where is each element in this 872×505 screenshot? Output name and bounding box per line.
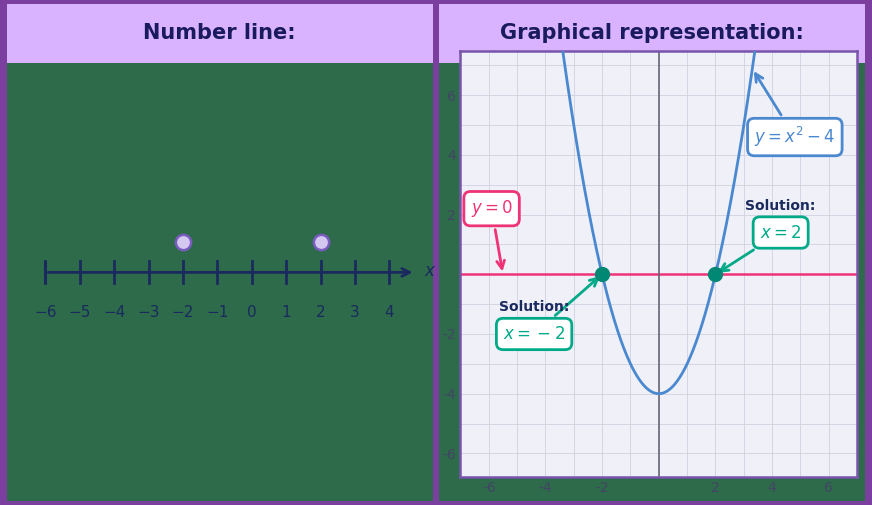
Text: x: x xyxy=(424,262,434,280)
Text: 0: 0 xyxy=(247,305,256,320)
FancyBboxPatch shape xyxy=(7,63,433,501)
Text: $x = -2$: $x = -2$ xyxy=(503,278,597,343)
Text: −4: −4 xyxy=(103,305,126,320)
Text: −2: −2 xyxy=(172,305,194,320)
FancyBboxPatch shape xyxy=(7,4,433,63)
Text: $y = x^2 - 4$: $y = x^2 - 4$ xyxy=(754,74,835,149)
Text: 4: 4 xyxy=(385,305,394,320)
FancyBboxPatch shape xyxy=(439,63,865,501)
Text: Graphical representation:: Graphical representation: xyxy=(500,23,804,43)
Text: −1: −1 xyxy=(206,305,228,320)
FancyBboxPatch shape xyxy=(439,4,865,63)
Text: 2: 2 xyxy=(316,305,325,320)
Text: 3: 3 xyxy=(350,305,360,320)
Text: Solution:: Solution: xyxy=(746,198,816,213)
Text: −5: −5 xyxy=(69,305,91,320)
Text: −6: −6 xyxy=(34,305,57,320)
Text: −3: −3 xyxy=(138,305,160,320)
Text: Solution:: Solution: xyxy=(499,300,569,314)
Text: Number line:: Number line: xyxy=(143,23,296,43)
Text: $y = 0$: $y = 0$ xyxy=(471,198,513,269)
Text: 1: 1 xyxy=(282,305,291,320)
Text: $x = 2$: $x = 2$ xyxy=(720,224,801,271)
